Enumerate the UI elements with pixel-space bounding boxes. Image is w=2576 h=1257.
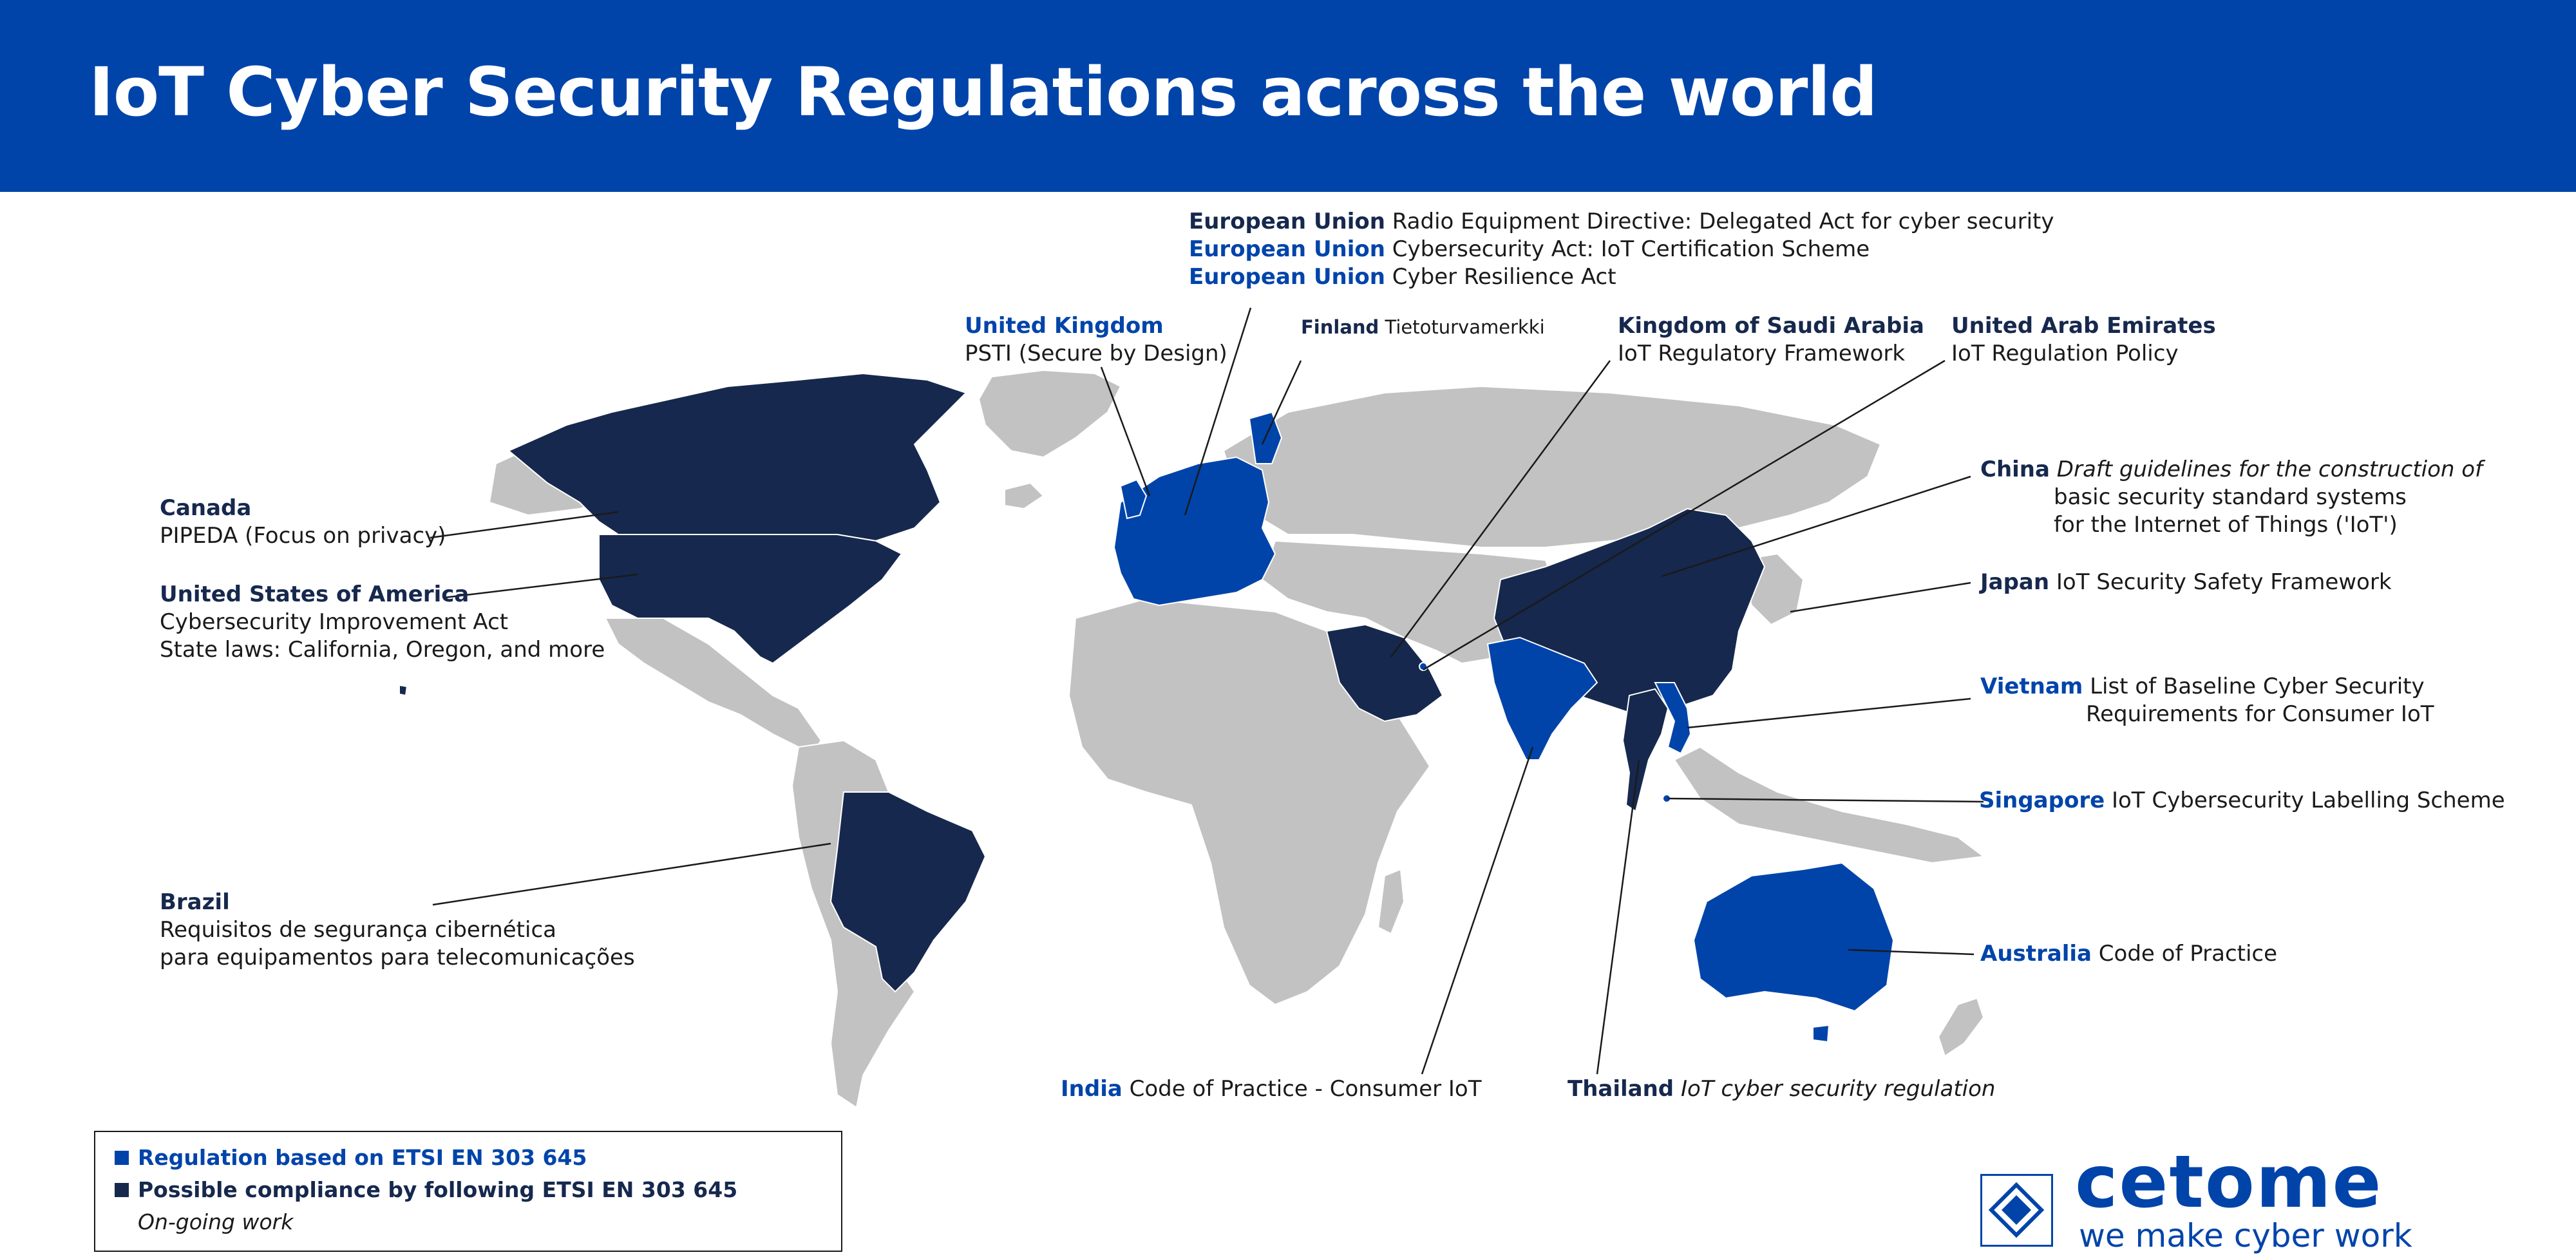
label-eu-3: European Union Cyber Resilience Act — [1189, 264, 1616, 290]
line-china — [1661, 475, 1971, 578]
label-saudi: Kingdom of Saudi Arabia IoT Regulatory F… — [1618, 313, 1924, 366]
new-zealand — [1937, 997, 1985, 1057]
madagascar — [1377, 868, 1405, 935]
land-etsi-regulation — [1113, 411, 1895, 1043]
vietnam-shape — [1654, 682, 1692, 755]
label-vietnam: Vietnam List of Baseline Cyber Security … — [1980, 674, 2434, 727]
brazil-shape — [829, 791, 987, 993]
cetome-logo-icon — [1980, 1174, 2053, 1247]
label-china: China Draft guidelines for the construct… — [1980, 457, 2483, 538]
legend-item-compliance: Possible compliance by following ETSI EN… — [115, 1177, 737, 1202]
label-eu-1: European Union Radio Equipment Directive… — [1189, 209, 2054, 234]
thailand-shape — [1622, 688, 1669, 813]
page-title: IoT Cyber Security Regulations across th… — [89, 53, 1878, 131]
line-japan — [1790, 581, 1971, 613]
africa — [1068, 598, 1431, 1006]
line-brazil — [432, 842, 831, 906]
logo-name: cetome — [2075, 1140, 2383, 1224]
label-thailand: Thailand IoT cyber security regulation — [1567, 1076, 1996, 1102]
land-possible-compliance — [399, 372, 1766, 993]
legend-item-etsi: Regulation based on ETSI EN 303 645 — [115, 1145, 587, 1170]
australia-shape — [1692, 862, 1895, 1012]
eu-shape — [1113, 456, 1276, 607]
line-thailand — [1596, 759, 1640, 1075]
label-usa: United States of America Cybersecurity I… — [160, 581, 605, 663]
line-finland — [1261, 360, 1302, 445]
legend-swatch-dark — [115, 1182, 129, 1197]
russia — [1222, 385, 1882, 548]
line-singapore — [1667, 797, 1984, 803]
hawaii-shape — [399, 684, 408, 697]
label-uk: United Kingdom PSTI (Secure by Design) — [965, 313, 1227, 366]
line-vietnam — [1687, 697, 1971, 729]
line-canada — [430, 511, 619, 539]
usa-shape — [598, 534, 903, 665]
legend: Regulation based on ETSI EN 303 645 Poss… — [94, 1131, 842, 1252]
canada-shape — [507, 372, 967, 542]
label-brazil: Brazil Requisitos de segurança cibernéti… — [160, 889, 635, 970]
label-eu: European Union Radio Equipment Directive… — [1189, 208, 2054, 291]
line-usa — [444, 573, 638, 599]
label-australia: Australia Code of Practice — [1980, 941, 2278, 967]
line-eu — [1184, 307, 1252, 516]
header-banner: IoT Cyber Security Regulations across th… — [0, 0, 2576, 192]
land-other — [488, 369, 1985, 1109]
label-finland: Finland Tietoturvamerkki — [1301, 316, 1545, 338]
label-japan: Japan IoT Security Safety Framework — [1980, 569, 2392, 595]
legend-swatch-blue — [115, 1150, 129, 1165]
line-uk — [1100, 366, 1151, 496]
label-india: India Code of Practice - Consumer IoT — [1061, 1076, 1482, 1102]
line-australia — [1848, 949, 1975, 956]
line-india — [1421, 746, 1534, 1075]
india-shape — [1486, 636, 1598, 761]
saudi-shape — [1325, 623, 1444, 723]
line-saudi — [1390, 360, 1611, 657]
label-eu-2: European Union Cybersecurity Act: IoT Ce… — [1189, 236, 1870, 262]
southeast-asia-other — [1673, 746, 1985, 864]
iceland — [1004, 482, 1045, 510]
line-uae — [1423, 359, 1946, 671]
greenland — [978, 369, 1122, 458]
legend-note: On-going work — [138, 1209, 294, 1234]
tasmania-shape — [1812, 1024, 1830, 1043]
logo-tagline: we make cyber work — [2079, 1217, 2412, 1254]
uk-shape — [1119, 478, 1148, 520]
label-singapore: Singapore IoT Cybersecurity Labelling Sc… — [1979, 788, 2505, 813]
label-canada: Canada PIPEDA (Focus on privacy) — [160, 495, 446, 549]
leader-lines — [430, 307, 1984, 1075]
label-uae: United Arab Emirates IoT Regulation Poli… — [1951, 313, 2216, 366]
